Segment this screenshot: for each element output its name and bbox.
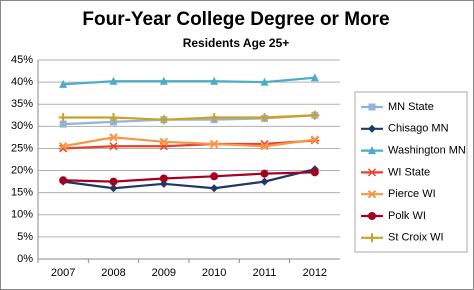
legend-label: Pierce WI [388,188,436,200]
chart-title: Four-Year College Degree or More [82,9,389,30]
legend-label: St Croix WI [388,232,444,244]
marker [59,79,68,88]
marker [367,168,377,177]
y-tick-label: 30% [11,120,33,132]
marker [210,172,219,181]
marker [260,169,269,178]
marker [109,112,118,122]
marker [58,112,68,122]
y-tick-label: 15% [11,187,33,199]
marker [159,174,168,183]
series-line [62,136,315,148]
series-line [63,139,315,150]
legend-label: Washington MN [388,145,466,157]
y-tick-label: 45% [11,54,33,66]
marker [310,168,319,177]
legend-label: Chisago MN [388,123,449,135]
x-tick-label: 2011 [253,267,277,279]
marker [367,233,377,243]
marker [310,110,320,120]
y-tick-label: 20% [11,164,33,176]
y-tick-label: 5% [17,231,33,243]
marker [367,189,377,199]
marker [209,139,219,149]
marker [58,142,68,151]
y-tick-label: 35% [11,98,33,110]
marker [159,137,169,147]
marker [159,76,168,85]
marker [109,177,118,186]
marker [109,184,118,193]
marker [109,133,118,142]
marker [210,76,219,85]
y-tick-label: 10% [11,209,33,221]
marker [109,142,118,151]
marker [260,112,269,122]
legend-label: WI State [388,166,430,178]
marker [310,135,320,144]
marker [310,73,319,82]
series-line [63,168,316,190]
x-tick-label: 2012 [303,267,327,279]
marker [209,112,219,122]
marker [368,103,376,111]
marker [260,142,269,151]
x-tick-label: 2008 [101,267,125,279]
marker [260,177,269,186]
series-line [63,171,315,183]
marker [59,120,67,128]
legend-label: MN State [388,101,434,113]
marker [159,115,169,125]
marker [210,184,219,193]
x-tick-label: 2010 [202,267,226,279]
marker [260,77,269,86]
y-tick-label: 40% [11,76,33,88]
series-line [63,114,315,121]
marker [109,76,118,85]
y-tick-label: 0% [17,253,33,265]
marker [368,124,376,133]
legend-label: Polk WI [388,210,426,222]
marker [368,146,376,155]
marker [59,176,68,185]
marker [368,212,376,220]
x-tick-label: 2007 [51,267,75,279]
chart-subtitle: Residents Age 25+ [183,36,290,50]
y-tick-label: 25% [11,142,33,154]
x-tick-label: 2009 [152,267,176,279]
series-line [63,76,315,86]
